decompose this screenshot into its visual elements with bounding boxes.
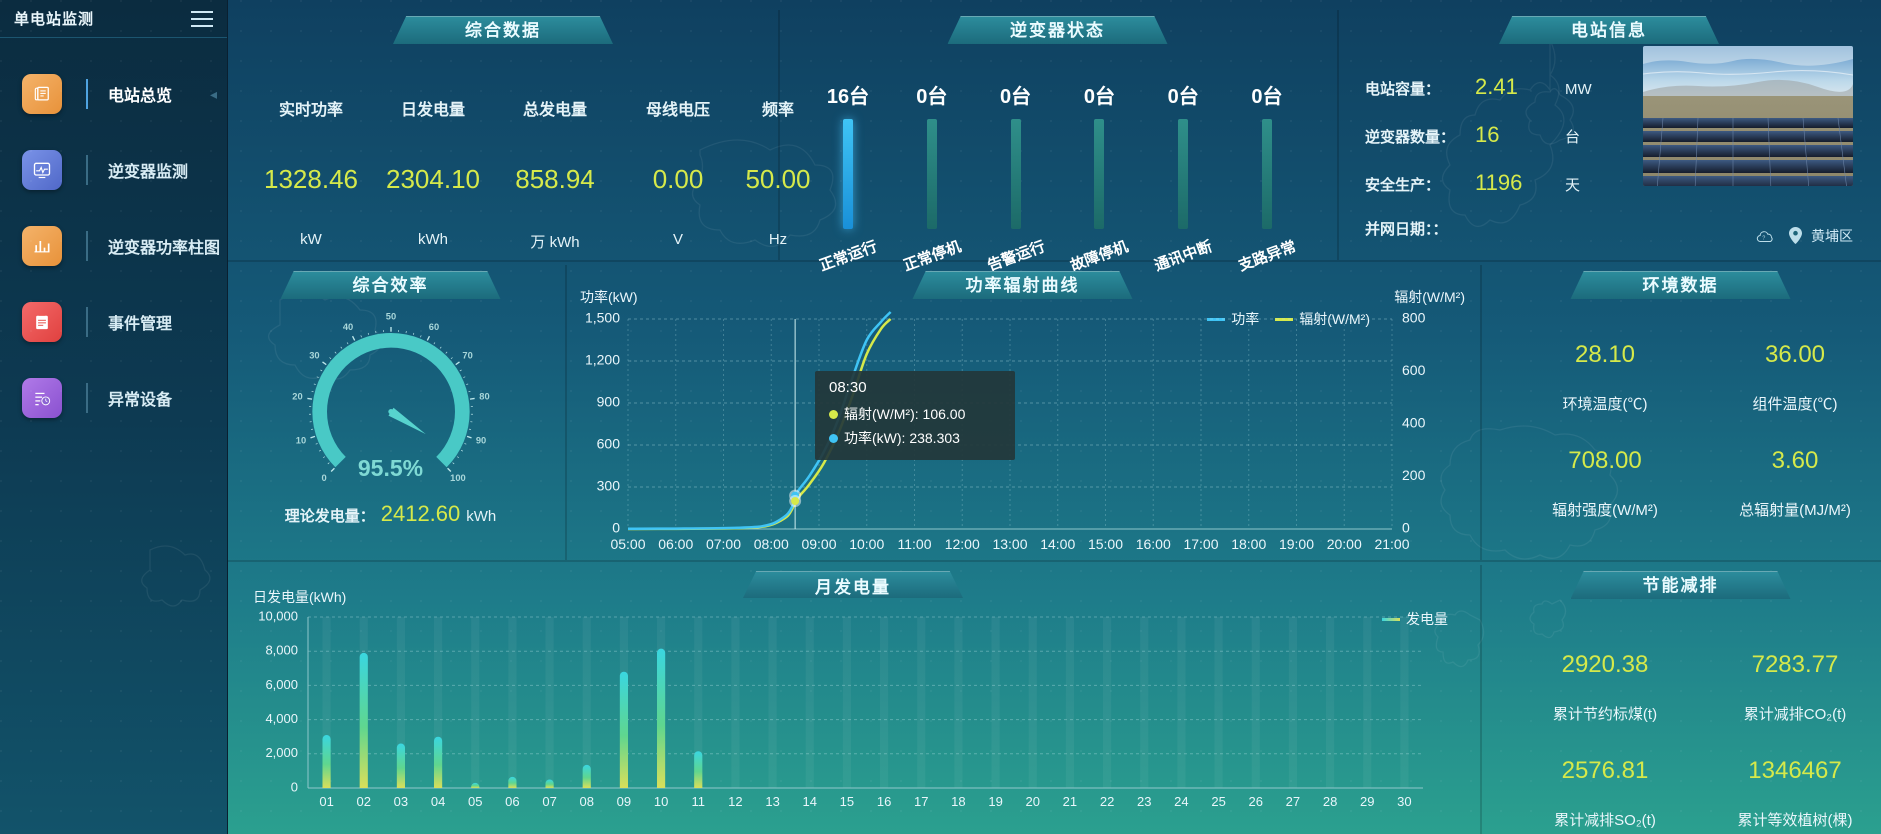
- svg-text:15:00: 15:00: [1088, 536, 1123, 552]
- svg-text:70: 70: [462, 350, 472, 360]
- svg-text:60: 60: [428, 322, 438, 332]
- svg-text:600: 600: [597, 436, 621, 452]
- svg-text:100: 100: [450, 473, 466, 483]
- svg-text:14:00: 14:00: [1040, 536, 1075, 552]
- svg-text:0: 0: [291, 779, 298, 794]
- svg-text:80: 80: [479, 391, 489, 401]
- svg-text:900: 900: [597, 394, 621, 410]
- svg-text:19:00: 19:00: [1279, 536, 1314, 552]
- svg-text:0: 0: [1402, 520, 1410, 536]
- svg-text:800: 800: [1402, 310, 1426, 326]
- svg-text:20:00: 20:00: [1327, 536, 1362, 552]
- svg-text:06: 06: [505, 794, 519, 809]
- svg-text:30: 30: [1397, 794, 1411, 809]
- svg-text:04: 04: [431, 794, 445, 809]
- svg-text:18: 18: [951, 794, 965, 809]
- svg-text:200: 200: [1402, 467, 1426, 483]
- svg-text:26: 26: [1249, 794, 1263, 809]
- svg-text:8,000: 8,000: [265, 643, 298, 658]
- svg-text:13:00: 13:00: [992, 536, 1027, 552]
- svg-text:1,200: 1,200: [585, 352, 620, 368]
- svg-text:14: 14: [803, 794, 817, 809]
- svg-text:05:00: 05:00: [610, 536, 645, 552]
- svg-text:30: 30: [309, 350, 319, 360]
- svg-text:6,000: 6,000: [265, 677, 298, 692]
- svg-text:600: 600: [1402, 362, 1426, 378]
- svg-text:16: 16: [877, 794, 891, 809]
- svg-text:?: ?: [1763, 235, 1766, 241]
- svg-text:22: 22: [1100, 794, 1114, 809]
- svg-text:02: 02: [357, 794, 371, 809]
- svg-text:24: 24: [1174, 794, 1188, 809]
- svg-text:06:00: 06:00: [658, 536, 693, 552]
- svg-text:21:00: 21:00: [1374, 536, 1409, 552]
- svg-text:10: 10: [295, 435, 305, 445]
- svg-text:10,000: 10,000: [258, 609, 298, 623]
- svg-text:12: 12: [728, 794, 742, 809]
- svg-text:18:00: 18:00: [1231, 536, 1266, 552]
- svg-text:07:00: 07:00: [706, 536, 741, 552]
- svg-text:05: 05: [468, 794, 482, 809]
- svg-text:1,500: 1,500: [585, 310, 620, 326]
- svg-text:29: 29: [1360, 794, 1374, 809]
- svg-text:08: 08: [580, 794, 594, 809]
- svg-text:01: 01: [319, 794, 333, 809]
- svg-text:400: 400: [1402, 415, 1426, 431]
- svg-text:10: 10: [654, 794, 668, 809]
- svg-text:12:00: 12:00: [945, 536, 980, 552]
- svg-text:17: 17: [914, 794, 928, 809]
- svg-text:15: 15: [840, 794, 854, 809]
- svg-text:90: 90: [475, 435, 485, 445]
- svg-text:28: 28: [1323, 794, 1337, 809]
- svg-text:27: 27: [1286, 794, 1300, 809]
- svg-text:0: 0: [612, 520, 620, 536]
- svg-text:20: 20: [292, 391, 302, 401]
- svg-text:08:00: 08:00: [754, 536, 789, 552]
- svg-text:13: 13: [765, 794, 779, 809]
- svg-text:50: 50: [385, 311, 395, 321]
- svg-text:11:00: 11:00: [898, 536, 932, 552]
- svg-text:16:00: 16:00: [1136, 536, 1171, 552]
- svg-text:25: 25: [1211, 794, 1225, 809]
- svg-text:40: 40: [342, 322, 352, 332]
- svg-text:10:00: 10:00: [849, 536, 884, 552]
- svg-text:20: 20: [1026, 794, 1040, 809]
- svg-text:2,000: 2,000: [265, 745, 298, 760]
- svg-text:09:00: 09:00: [801, 536, 836, 552]
- svg-text:300: 300: [597, 478, 621, 494]
- svg-text:19: 19: [988, 794, 1002, 809]
- svg-text:07: 07: [542, 794, 556, 809]
- svg-text:17:00: 17:00: [1183, 536, 1218, 552]
- svg-text:23: 23: [1137, 794, 1151, 809]
- svg-text:0: 0: [321, 473, 326, 483]
- svg-text:4,000: 4,000: [265, 711, 298, 726]
- svg-text:09: 09: [617, 794, 631, 809]
- svg-text:03: 03: [394, 794, 408, 809]
- svg-text:11: 11: [692, 794, 706, 809]
- svg-text:21: 21: [1063, 794, 1077, 809]
